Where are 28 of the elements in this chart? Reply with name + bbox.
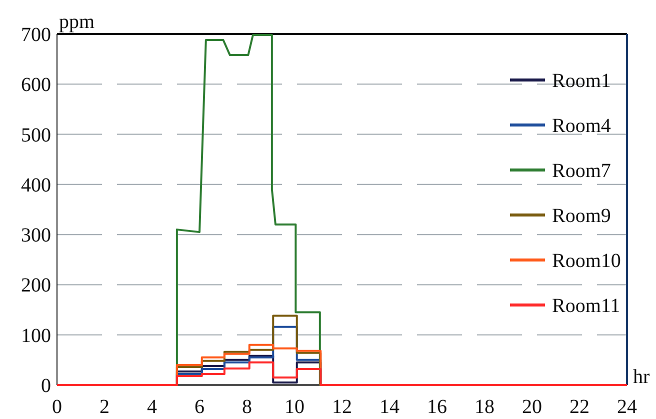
- x-tick-label: 6: [194, 396, 204, 418]
- y-tick-label: 200: [21, 274, 51, 297]
- x-tick-label: 8: [242, 396, 252, 418]
- x-tick-label: 20: [522, 396, 542, 418]
- legend-label: Room1: [552, 70, 611, 92]
- x-axis-title: hr: [633, 366, 650, 388]
- x-tick-label: 14: [380, 396, 400, 418]
- legend-label: Room9: [552, 205, 611, 227]
- y-tick-label: 700: [21, 24, 51, 46]
- x-tick-label: 22: [570, 396, 590, 418]
- y-tick-label: 600: [21, 74, 51, 96]
- y-tick-label: 400: [21, 174, 51, 196]
- y-tick-label: 500: [21, 124, 51, 146]
- x-tick-label: 10: [284, 396, 304, 418]
- y-tick-label: 100: [21, 324, 51, 347]
- x-tick-label: 18: [474, 396, 494, 418]
- x-tick-label: 4: [147, 396, 157, 418]
- y-tick-label: 300: [21, 224, 51, 247]
- x-tick-label: 16: [427, 396, 447, 418]
- x-tick-label: 2: [100, 396, 110, 418]
- legend-label: Room10: [552, 250, 621, 272]
- x-tick-label: 24: [617, 396, 637, 418]
- x-tick-label: 12: [332, 396, 352, 418]
- legend-label: Room4: [552, 115, 611, 137]
- y-axis-title: ppm: [59, 11, 95, 33]
- legend-label: Room7: [552, 160, 611, 182]
- legend-label: Room11: [552, 295, 620, 317]
- y-tick-label: 0: [41, 375, 51, 397]
